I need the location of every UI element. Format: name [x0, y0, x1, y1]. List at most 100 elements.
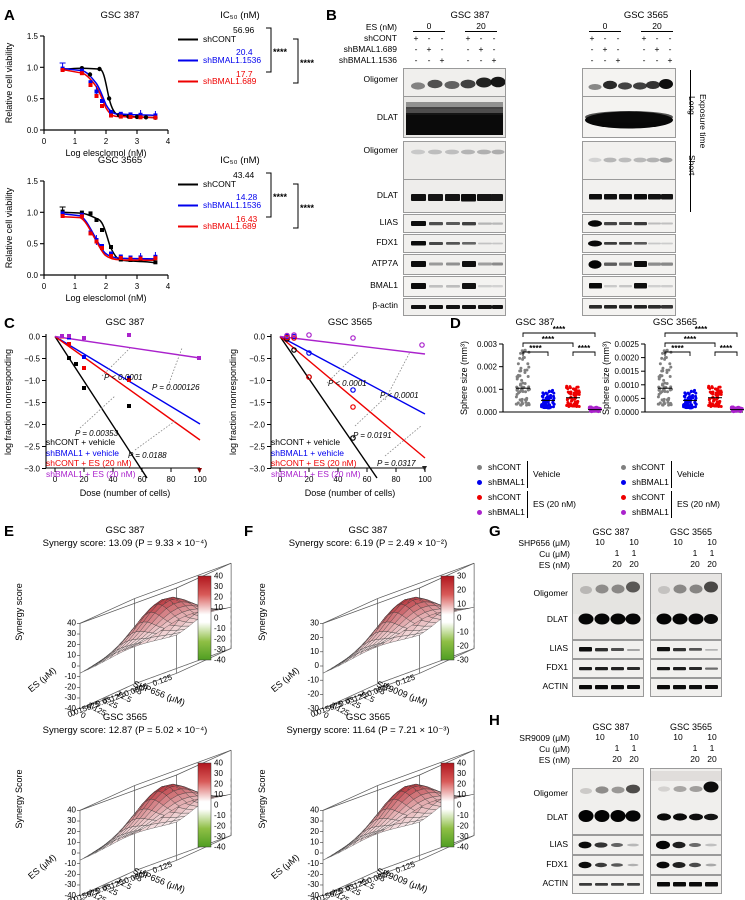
svg-text:ES (μM): ES (μM) — [269, 665, 301, 694]
svg-text:30: 30 — [214, 582, 223, 591]
blot-b-label-dlat-2: DLAT — [376, 190, 398, 200]
blot-g-label-oligomer: Oligomer — [533, 588, 568, 598]
chart-d2: 0.0000 0.0005 0.0010 0.0015 0.0020 0.0025 Sphe… — [601, 325, 744, 417]
svg-text:ES (μM): ES (μM) — [26, 665, 58, 694]
svg-text:0: 0 — [214, 801, 219, 810]
synergy-f-title: GSC 387 — [348, 525, 388, 536]
panel-a-label: A — [4, 7, 15, 24]
blot-g-gel-oligomer-dlat-left — [572, 573, 644, 640]
exposure-short-label: Short — [687, 155, 697, 176]
svg-text:-10: -10 — [214, 811, 226, 820]
legend-dot — [621, 465, 626, 470]
dose-value: 10 — [707, 732, 717, 742]
legend-item: shBMAL1 + ES (20 nM) — [271, 468, 361, 479]
blot-g-gel-actin-left — [572, 678, 644, 697]
blot-b-row-label-shbmal1-1536: shBMAL1.1536 — [338, 55, 397, 65]
svg-text:-20: -20 — [457, 642, 469, 651]
chart-a1-ic50-header: IC₅₀ (nM) — [220, 10, 260, 21]
svg-text:40: 40 — [214, 759, 223, 768]
blot-b-gel-dlat-long-left — [403, 96, 506, 138]
dose-value: 10 — [673, 537, 683, 547]
synergy-f2-subtitle: Synergy score: 11.64 (P = 7.21 × 10⁻³) — [286, 725, 450, 736]
svg-text:0: 0 — [42, 137, 47, 146]
svg-text:0.0: 0.0 — [27, 271, 39, 280]
treatment-mark: - — [642, 44, 646, 54]
svg-text:1.0: 1.0 — [27, 208, 39, 217]
blot-h-row-label-es: ES (nM) — [538, 755, 570, 765]
treatment-mark: - — [414, 55, 418, 65]
blot-h-label-fdx1: FDX1 — [546, 859, 568, 869]
legend-item: shCONT — [632, 492, 666, 502]
treatment-mark: + — [465, 33, 471, 43]
blot-h-gel-lias-left — [572, 835, 644, 855]
svg-text:−3.0: −3.0 — [249, 465, 265, 474]
svg-text:-10: -10 — [457, 628, 469, 637]
svg-text:-40: -40 — [307, 891, 319, 900]
svg-text:4: 4 — [166, 137, 171, 146]
svg-text:0.0: 0.0 — [254, 333, 266, 342]
blot-g-row-label-cu: Cu (μM) — [539, 549, 570, 559]
svg-text:****: **** — [300, 58, 315, 68]
blot-b-label-actin: β-actin — [372, 300, 398, 310]
svg-text:10: 10 — [67, 651, 76, 660]
blot-h-row-label-sr9009: SR9009 (μM) — [519, 733, 570, 743]
svg-text:Sphere size (mm³): Sphere size (mm³) — [601, 341, 611, 415]
svg-text:60: 60 — [363, 475, 372, 484]
svg-text:****: **** — [553, 325, 566, 334]
svg-text:P < 0.0001: P < 0.0001 — [380, 391, 419, 400]
treatment-mark: - — [427, 55, 431, 65]
legend-label: shBMAL1.689 — [203, 221, 257, 231]
svg-text:2: 2 — [104, 282, 109, 291]
legend-item: shCONT — [632, 462, 666, 472]
svg-text:****: **** — [684, 335, 697, 344]
chart-c1-legend: shCONT + vehicle shBMAL1 + vehicle shCON… — [46, 437, 136, 479]
synergy-e2-title: GSC 3565 — [102, 712, 148, 723]
chart-a2-significance: **** **** — [266, 172, 315, 229]
svg-text:−1.0: −1.0 — [249, 377, 265, 386]
svg-text:1.5: 1.5 — [27, 177, 39, 186]
svg-text:-30: -30 — [64, 880, 76, 889]
blot-b-gel-oligomer-short-right — [582, 141, 676, 181]
svg-text:20: 20 — [310, 633, 319, 642]
legend-dot — [477, 465, 482, 470]
svg-text:40: 40 — [109, 475, 118, 484]
dose-value: 1 — [631, 548, 637, 558]
svg-text:-40: -40 — [64, 704, 76, 713]
legend-dot — [621, 495, 626, 500]
treatment-mark: - — [466, 55, 470, 65]
svg-text:-30: -30 — [307, 704, 319, 713]
dose-value: 1 — [692, 548, 698, 558]
treatment-mark: - — [492, 44, 496, 54]
svg-text:40: 40 — [457, 759, 466, 768]
svg-text:0: 0 — [315, 661, 320, 670]
svg-text:Log elesclomol (nM): Log elesclomol (nM) — [65, 148, 146, 158]
svg-text:0: 0 — [42, 282, 47, 291]
svg-text:0: 0 — [457, 614, 462, 623]
svg-text:0.125: 0.125 — [394, 673, 416, 688]
legend-divider — [527, 461, 528, 488]
blot-b-row-label-shbmal1-689: shBMAL1.689 — [343, 44, 397, 54]
svg-text:0: 0 — [315, 848, 320, 857]
treatment-mark: - — [668, 33, 672, 43]
svg-text:P = 0.0317: P = 0.0317 — [377, 459, 416, 468]
ic50-value: 14.28 — [236, 192, 258, 202]
svg-text:log fraction nonresponding: log fraction nonresponding — [228, 349, 238, 455]
svg-text:20: 20 — [457, 780, 466, 789]
svg-text:0.0005: 0.0005 — [615, 394, 640, 403]
svg-text:−1.5: −1.5 — [24, 399, 40, 408]
svg-text:-10: -10 — [64, 859, 76, 868]
svg-text:−2.5: −2.5 — [249, 443, 265, 452]
dose-value: 20 — [690, 754, 700, 764]
chart-c1: 0.0 −0.5 −1.0 −1.5 −2.0 −2.5 −3.0 0 20 4… — [3, 333, 207, 499]
legend-divider — [671, 461, 672, 488]
chart-a1-title: GSC 387 — [100, 10, 140, 21]
treatment-mark: - — [440, 33, 444, 43]
es-underline — [589, 31, 621, 32]
es-value: 0 — [602, 21, 608, 31]
svg-text:0.0025: 0.0025 — [615, 340, 640, 349]
blot-h-label-dlat: DLAT — [546, 812, 568, 822]
treatment-mark: + — [602, 44, 608, 54]
legend-dot — [477, 480, 482, 485]
dose-value: 20 — [629, 559, 639, 569]
svg-text:20: 20 — [310, 827, 319, 836]
